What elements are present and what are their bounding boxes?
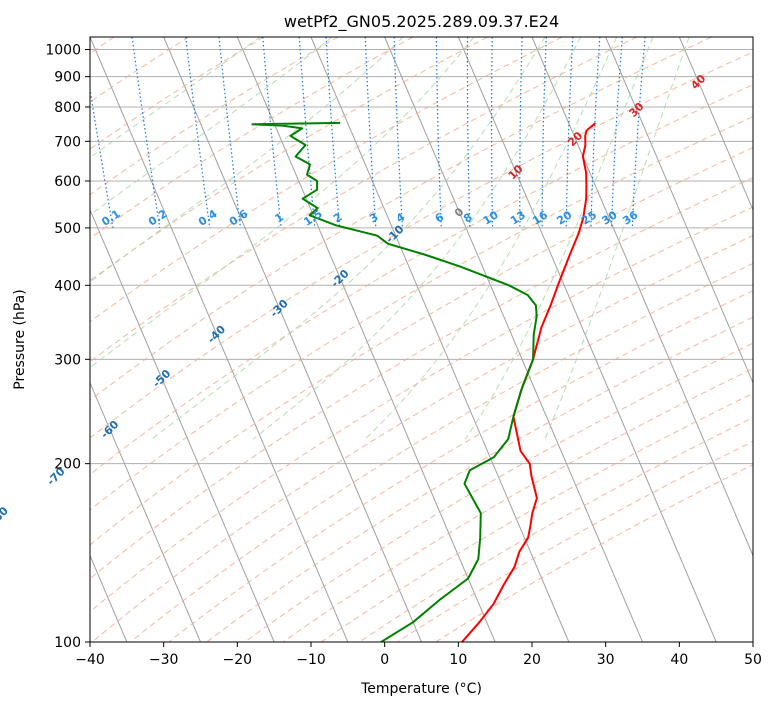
y-axis-ticks: 100 200 300 400 500 600 700 800 900 1000: [45, 43, 90, 651]
dewpoint-profile-line: [251, 121, 538, 642]
isotherm-line: [90, 37, 349, 642]
dry-adiabat-line: [90, 37, 638, 363]
isotherm-line: [605, 37, 753, 384]
mixing-ratio-line: [185, 37, 211, 228]
y-tick-label: 100: [54, 635, 81, 651]
chart-title: wetPf2_GN05.2025.289.09.37.E24: [284, 12, 559, 32]
y-tick-label: 300: [54, 352, 81, 368]
x-tick-label: 50: [744, 652, 762, 668]
y-tick-label: 900: [54, 70, 81, 86]
x-tick-label: 40: [670, 652, 688, 668]
y-tick-label: 800: [54, 100, 81, 116]
dry-adiabats: [90, 37, 753, 642]
sounding-profiles: [251, 121, 596, 642]
mixing-ratio-line: [131, 37, 161, 228]
isotherm-line: [90, 381, 201, 642]
x-axis-label: Temperature (°C): [360, 681, 482, 697]
isotherm-line: [752, 37, 753, 39]
mixing-ratio-line: [298, 37, 316, 228]
y-axis-label: Pressure (hPa): [12, 289, 28, 389]
dry-adiabat-line: [90, 37, 414, 239]
isotherm-line: [236, 37, 496, 642]
dry-adiabat-line: [130, 262, 753, 642]
moist-adiabats: [90, 37, 690, 440]
moist-adiabat-line: [252, 37, 582, 440]
dry-adiabat-line: [90, 37, 563, 323]
mixing-ratio-line: [90, 85, 114, 229]
moist-adiabat-line: [465, 37, 654, 440]
dry-adiabat-line: [168, 290, 753, 642]
dry-adiabat-line: [91, 235, 753, 642]
x-tick-label: 0: [380, 652, 389, 668]
dry-adiabat-line: [90, 146, 753, 546]
x-axis-ticks: −40 −30 −20 −10 0 10 20 30 40 50: [75, 642, 762, 668]
isotherm-line: [90, 208, 275, 642]
y-tick-label: 400: [54, 278, 81, 294]
x-tick-label: −10: [296, 652, 326, 668]
isotherm-line: [457, 37, 717, 642]
x-tick-label: 20: [523, 652, 541, 668]
plot-frame: [89, 36, 754, 643]
y-tick-label: 500: [54, 221, 81, 237]
dry-adiabat-line: [90, 116, 753, 511]
moist-adiabat-line: [90, 37, 333, 216]
dry-adiabat-line: [90, 51, 753, 439]
y-tick-label: 700: [54, 134, 81, 150]
mixing-ratio-line: [262, 37, 282, 228]
mixing-ratio-lines: [90, 37, 646, 229]
y-tick-label: 1000: [45, 43, 81, 59]
moist-adiabat-line: [544, 37, 690, 440]
dry-adiabat-line: [206, 316, 753, 642]
isotherm-line: [531, 37, 753, 557]
isotherm-line: [384, 37, 643, 642]
moist-adiabat-line: [90, 37, 404, 283]
dry-adiabat-line: [90, 206, 753, 613]
x-tick-label: −40: [75, 652, 105, 668]
y-tick-label: 600: [54, 174, 81, 190]
dry-adiabat-line: [90, 37, 339, 196]
x-tick-label: 10: [449, 652, 467, 668]
mixing-ratio-line: [218, 37, 242, 228]
y-tick-label: 200: [54, 457, 81, 473]
x-tick-label: 30: [597, 652, 615, 668]
plot-background: [90, 37, 753, 642]
dry-adiabat-line: [90, 177, 753, 580]
moist-adiabat-line: [151, 37, 546, 440]
moist-adiabat-line: [90, 37, 475, 369]
x-tick-label: −30: [149, 652, 179, 668]
mixing-ratio-line: [631, 37, 646, 228]
x-tick-label: −20: [223, 652, 253, 668]
isotherm-label: -80: [0, 504, 11, 527]
isotherm-line: [678, 37, 753, 212]
moist-adiabat-line: [90, 37, 261, 159]
dry-adiabat-line: [90, 84, 753, 476]
isotherm-line: [163, 37, 422, 642]
